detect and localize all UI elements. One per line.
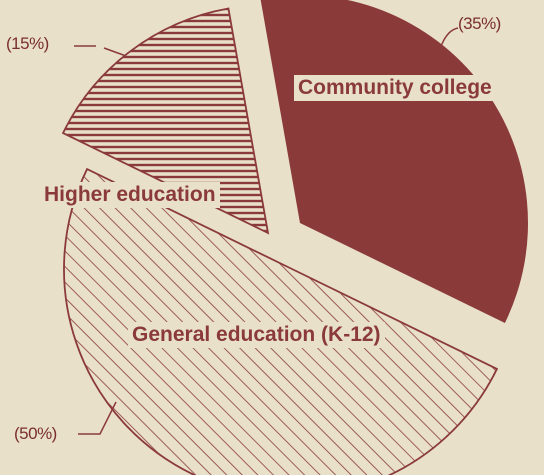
higher-education-label: Higher education <box>40 182 220 208</box>
general-education-leader <box>78 401 117 435</box>
community-college-leader <box>435 27 459 51</box>
general-education-label: General education (K-12) <box>128 322 385 348</box>
higher-education-leader <box>74 45 127 57</box>
higher-education-slice <box>61 7 270 235</box>
higher-education-percent-label: (15%) <box>6 34 49 53</box>
community-college-percent-label: (35%) <box>458 14 501 33</box>
community-college-label: Community college <box>294 75 496 101</box>
general-education-percent-label: (50%) <box>14 424 57 443</box>
